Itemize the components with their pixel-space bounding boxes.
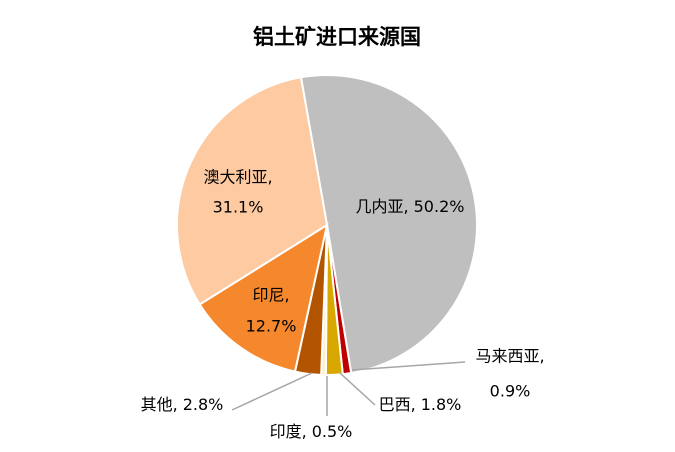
pie-slice [198,222,329,373]
pie-slice [299,74,478,375]
data-label-value: 31.1% [213,198,264,217]
data-label-category: 印尼, [252,286,289,305]
data-label: 巴西, 1.8% [379,395,462,414]
pie-slice [176,76,329,306]
data-label: 几内亚, 50.2% [356,197,465,216]
leader-line [351,361,466,371]
data-label-category: 印度, [270,422,307,441]
data-label: 其他, 2.8% [141,395,224,414]
data-label-category: 澳大利亚, [203,168,272,187]
data-label-category: 其他, [141,395,178,414]
data-label-value: 0.9% [490,382,531,401]
leader-line [339,372,376,406]
data-label-value: 0.5% [312,422,353,441]
data-label-category: 几内亚, [356,197,409,216]
data-label-category: 马来西亚, [475,347,544,366]
data-label-category: 巴西, [379,395,416,414]
data-label-value: 50.2% [414,197,465,216]
data-label-value: 12.7% [246,317,297,336]
data-label-value: 1.8% [421,395,462,414]
data-label: 印度, 0.5% [270,422,353,441]
chart-title: 铝土矿进口来源国 [253,25,421,49]
leader-line [231,372,313,411]
data-label-value: 2.8% [183,395,224,414]
